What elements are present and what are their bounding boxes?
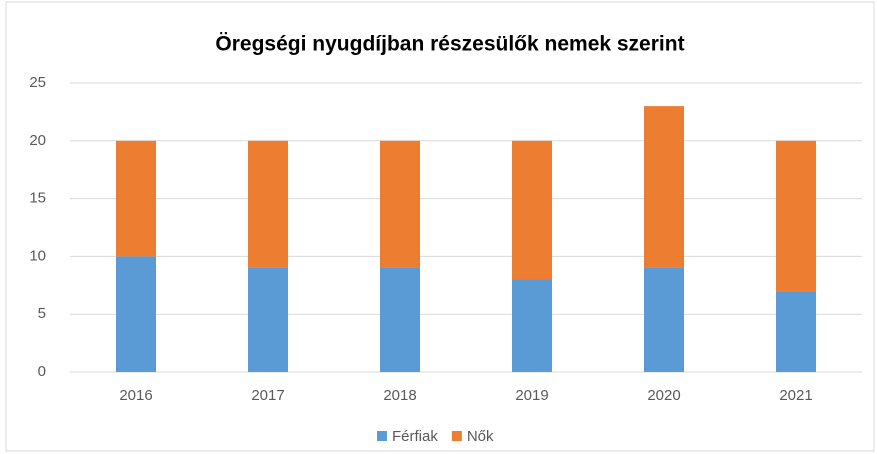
y-tick-label: 25 (29, 74, 46, 91)
bar-segment (248, 267, 288, 372)
bar-segment (776, 291, 816, 372)
y-tick-label: 20 (29, 132, 46, 149)
y-tick-label: 0 (38, 363, 46, 380)
bar-segment (776, 140, 816, 292)
bar-segment (116, 256, 156, 372)
x-tick-label: 2020 (647, 387, 680, 404)
chart-title: Öregségi nyugdíjban részesülők nemek sze… (215, 33, 684, 56)
y-tick-label: 5 (38, 305, 46, 322)
x-tick-label: 2017 (251, 387, 284, 404)
bar-segment (512, 279, 552, 372)
x-tick-label: 2021 (779, 387, 812, 404)
bar-segment (512, 140, 552, 280)
bar-segment (248, 140, 288, 268)
legend-label: Férfiak (392, 428, 438, 445)
x-tick-label: 2016 (119, 387, 152, 404)
legend-label: Nők (467, 428, 494, 445)
x-tick-label: 2019 (515, 387, 548, 404)
legend-swatch (451, 431, 462, 441)
bar-segment (644, 267, 684, 372)
bar-segment (644, 106, 684, 268)
bar-segment (380, 140, 420, 268)
y-tick-label: 15 (29, 190, 46, 207)
legend-swatch (377, 431, 387, 441)
bar-segment (380, 267, 420, 372)
y-tick-label: 10 (29, 247, 46, 264)
x-tick-label: 2018 (383, 387, 416, 404)
bar-segment (116, 140, 156, 257)
